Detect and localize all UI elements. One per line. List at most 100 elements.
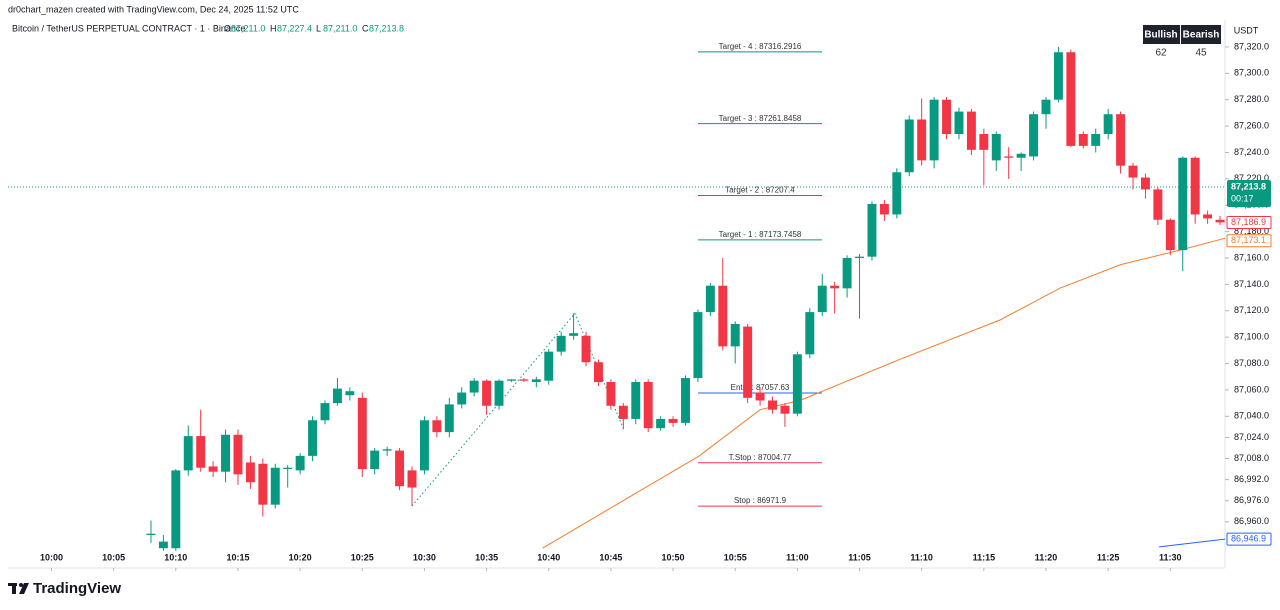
candle-body [506, 379, 516, 381]
y-tick-label: 87,180.0 [1234, 226, 1269, 236]
x-tick-label: 10:20 [289, 552, 312, 562]
candle-body [1004, 156, 1014, 158]
candle-body [332, 388, 342, 404]
x-tick-label: 10:00 [40, 552, 63, 562]
candle-body [693, 312, 703, 379]
candle-body [569, 333, 579, 336]
level-label: Target - 3 : 87261.8458 [719, 114, 802, 123]
candle-body [345, 391, 355, 396]
level-label: Stop : 86971.9 [734, 496, 787, 505]
x-tick-label: 11:00 [786, 552, 809, 562]
ohlc-value: 87,211.0 [323, 23, 357, 33]
x-tick-label: 10:10 [164, 552, 187, 562]
candle-body [1066, 52, 1076, 146]
candle-body [668, 418, 678, 423]
candle-body [942, 99, 952, 134]
x-tick-label: 10:35 [475, 552, 498, 562]
candle-body [892, 172, 902, 215]
candle-body [1016, 153, 1026, 158]
candle-body [382, 449, 392, 451]
candle-body [1029, 114, 1039, 157]
candle-body [320, 403, 330, 421]
brand: TradingView [33, 580, 121, 597]
candle-body [457, 392, 467, 405]
candle-body [519, 379, 529, 381]
x-tick-label: 11:30 [1159, 552, 1182, 562]
candle-body [768, 400, 777, 410]
y-tick-label: 87,300.0 [1234, 68, 1269, 78]
x-tick-label: 11:25 [1097, 552, 1120, 562]
candle-body [1128, 165, 1138, 178]
candle-body [419, 420, 429, 471]
x-tick-label: 11:15 [973, 552, 996, 562]
candle-body [656, 418, 666, 429]
axis-tag-label: 86,946.9 [1231, 533, 1266, 543]
candle-body [718, 285, 728, 347]
candle-body [743, 326, 753, 398]
y-tick-label: 87,024.0 [1234, 432, 1269, 442]
x-tick-label: 10:30 [413, 552, 436, 562]
candle-body [245, 462, 255, 483]
candle-body [618, 405, 628, 419]
x-tick-label: 10:15 [226, 552, 249, 562]
candle-body [1053, 52, 1063, 100]
candle-body [1178, 157, 1188, 251]
symbol: Bitcoin / TetherUS PERPETUAL CONTRACT · … [12, 23, 245, 33]
y-tick-label: 87,140.0 [1234, 279, 1269, 289]
candle-body [1041, 99, 1051, 115]
candle-body [258, 463, 268, 505]
candle-body [158, 541, 168, 549]
candle-body [1140, 177, 1150, 190]
candle-body [171, 470, 181, 549]
indicator-line [411, 312, 624, 507]
candle-body [805, 312, 815, 355]
candle-body [494, 380, 504, 406]
candle-body [954, 111, 964, 134]
level-label: Target - 4 : 87316.2916 [719, 42, 802, 51]
candle-body [1153, 189, 1163, 220]
ohlc-key: O [224, 23, 231, 33]
candle-body [1165, 219, 1175, 251]
candle-body [593, 362, 603, 382]
y-tick-label: 87,100.0 [1234, 332, 1269, 342]
candle-body [233, 434, 243, 475]
indicator-line [542, 237, 1226, 549]
level-label: Target - 1 : 87173.7458 [719, 230, 802, 239]
x-tick-label: 10:45 [599, 552, 622, 562]
candle-body [1078, 134, 1088, 146]
y-tick-label: 87,260.0 [1234, 120, 1269, 130]
candle-body [283, 467, 293, 470]
candle-body [395, 450, 405, 487]
candle-body [643, 382, 653, 429]
candle-body [1215, 219, 1225, 223]
y-tick-label: 86,992.0 [1234, 474, 1269, 484]
candle-body [917, 119, 927, 161]
candle-body [221, 434, 231, 472]
candle-body [295, 455, 305, 471]
last-price-tag [1227, 180, 1271, 208]
x-tick-label: 11:20 [1035, 552, 1058, 562]
candle-body [1203, 214, 1213, 219]
candle-body [830, 285, 840, 289]
axis-tag [1226, 234, 1272, 248]
y-tick-label: 87,280.0 [1234, 94, 1269, 104]
candle-body [631, 382, 641, 419]
y-tick-label: 86,960.0 [1234, 516, 1269, 526]
candle-body [792, 354, 802, 414]
candle-body [1190, 157, 1200, 215]
indicator-line [1159, 538, 1226, 548]
axis-tag-label: 87,186.9 [1231, 217, 1266, 227]
y-tick-label: 87,008.0 [1234, 453, 1269, 463]
candle-body [966, 111, 976, 150]
y-tick-label: 87,320.0 [1234, 41, 1269, 51]
y-tick-label: 87,040.0 [1234, 411, 1269, 421]
y-tick-label: 87,220.0 [1234, 173, 1269, 183]
y-tick-label: 87,120.0 [1234, 305, 1269, 315]
x-tick-label: 11:10 [910, 552, 933, 562]
candle-body [556, 335, 566, 352]
candle-body [979, 134, 989, 150]
candle-body [879, 203, 889, 215]
candle-body [208, 466, 218, 472]
bearish-count: 45 [1195, 48, 1207, 59]
